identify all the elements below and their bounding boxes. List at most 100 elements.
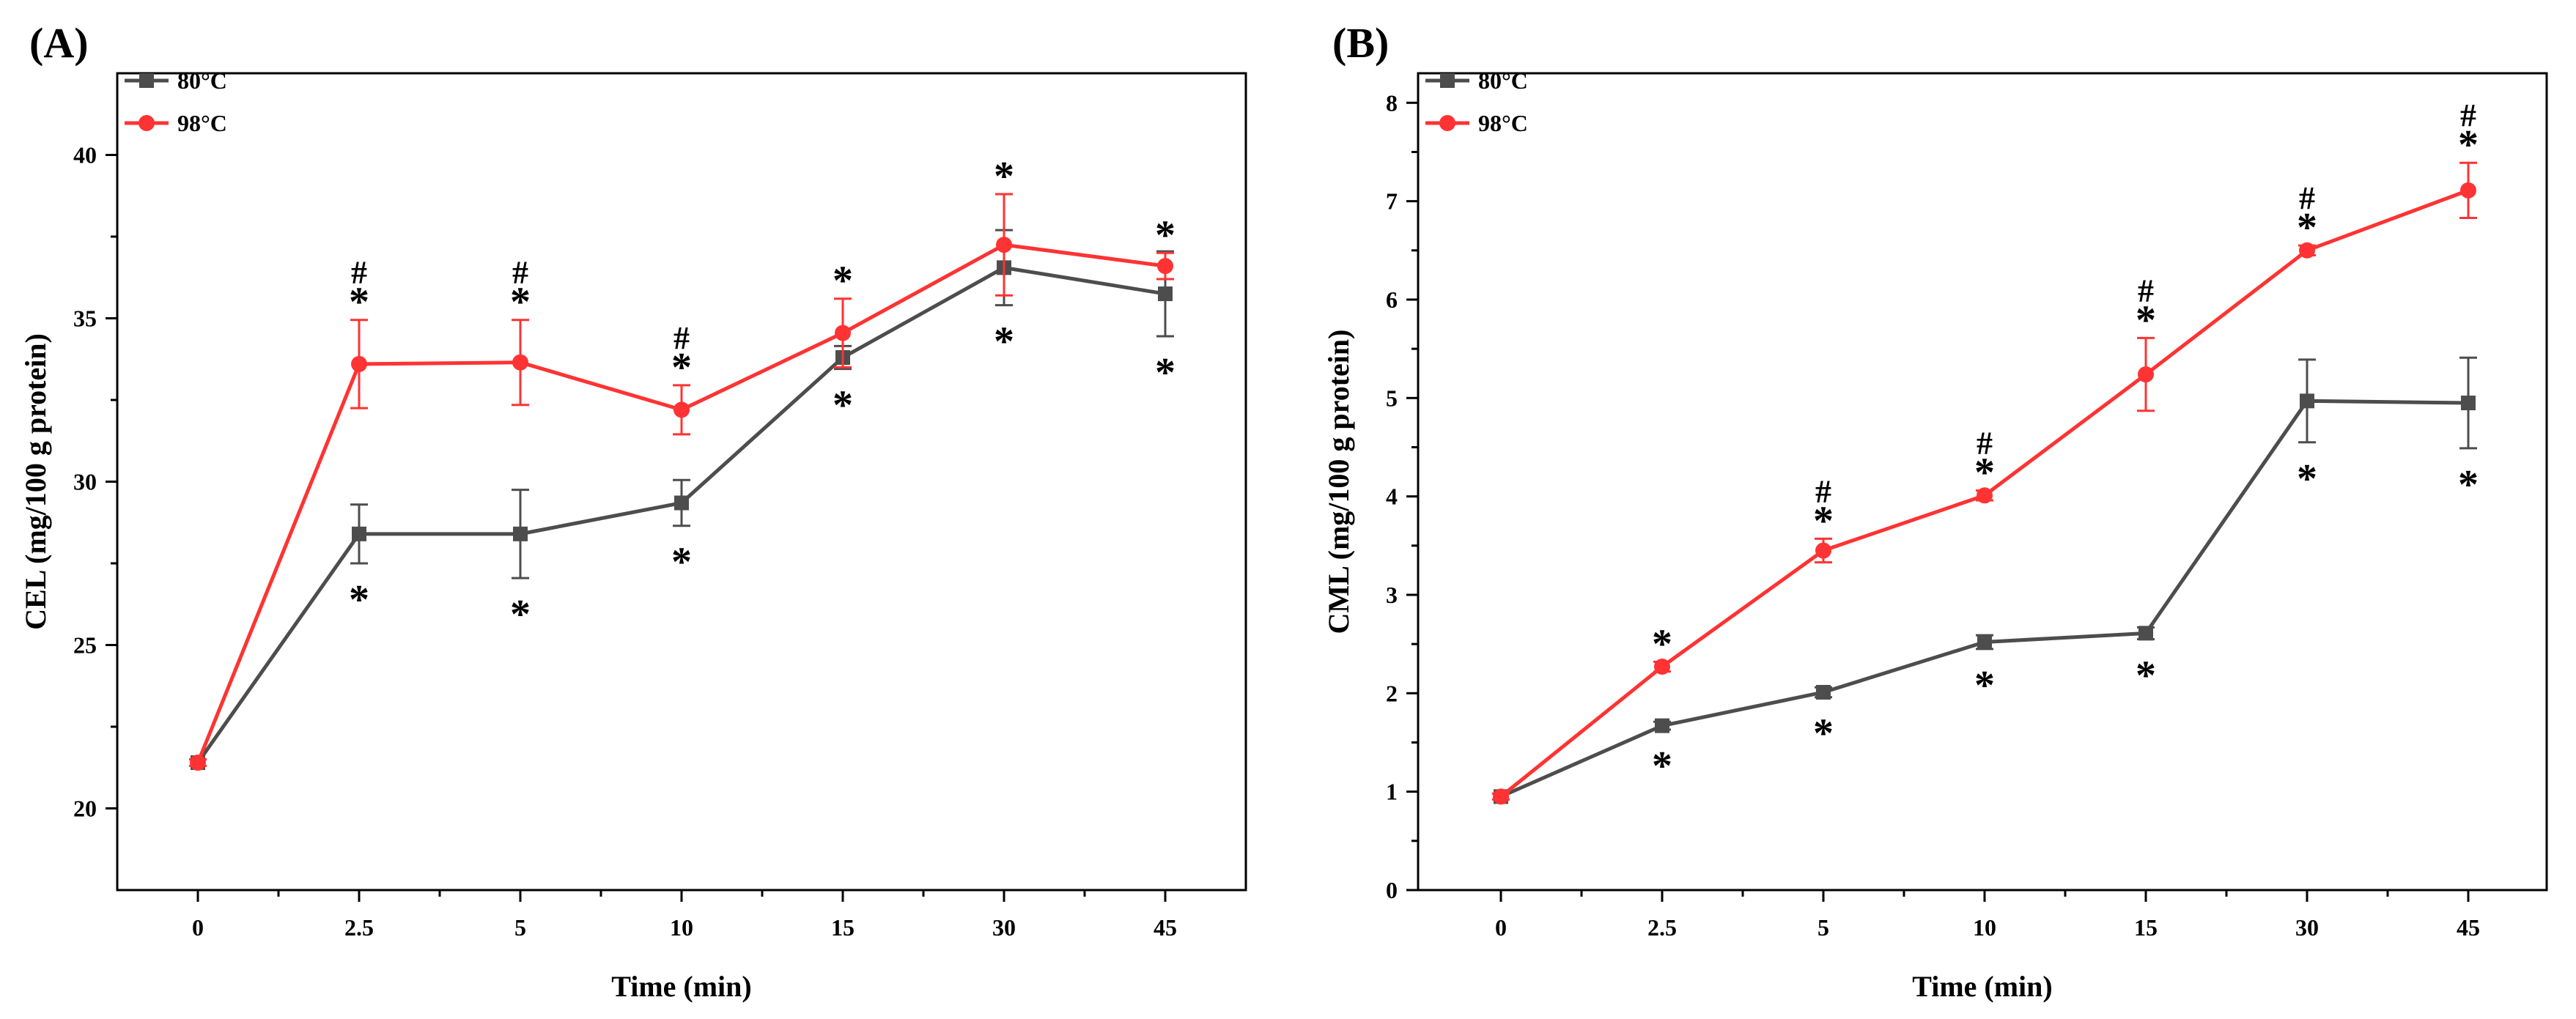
y-tick-label: 8: [1386, 89, 1398, 116]
x-tick-label: 5: [514, 914, 526, 941]
legend-label: 80°C: [1478, 67, 1528, 94]
data-point-circle: [190, 755, 206, 771]
data-point-circle: [2299, 242, 2315, 259]
data-point-circle: [673, 401, 690, 418]
y-tick-label: 30: [73, 469, 97, 495]
data-point-circle: [1493, 788, 1509, 805]
y-tick-label: 3: [1386, 582, 1398, 608]
data-point-square: [2300, 393, 2314, 409]
legend-label: 80°C: [177, 67, 227, 94]
legend-label: 98°C: [1478, 110, 1528, 136]
significance-mark: *: [2458, 122, 2479, 168]
data-point-circle: [835, 325, 851, 341]
data-point-circle: [1815, 542, 1831, 559]
significance-mark: *: [994, 154, 1014, 199]
chart-panel-a: (A) 20 25 30 35 40 0 2.5 5 10 15 30 45 Time (min) CEL …: [19, 19, 1247, 1003]
y-tick-label: 5: [1386, 385, 1398, 411]
significance-mark: *: [994, 319, 1014, 365]
y-axis-title: CEL (mg/100 g protein): [19, 333, 52, 630]
x-tick-label: 10: [1973, 914, 1996, 941]
data-point-square: [2461, 396, 2476, 411]
data-point-square: [1655, 718, 1669, 733]
data-point-circle: [2460, 182, 2476, 199]
data-point-circle: [512, 354, 528, 371]
data-point-circle: [1157, 258, 1173, 275]
data-point-square: [1816, 684, 1831, 700]
legend-label: 98°C: [177, 110, 227, 136]
significance-mark: #: [512, 255, 528, 291]
y-tick-label: 1: [1386, 779, 1398, 805]
significance-mark: #: [2460, 97, 2476, 133]
significance-mark: *: [349, 280, 369, 325]
significance-mark: #: [2299, 180, 2315, 216]
y-tick-label: 2: [1386, 680, 1398, 706]
significance-mark: #: [351, 255, 367, 291]
significance-mark: *: [2136, 653, 2156, 698]
x-tick-label: 0: [192, 914, 204, 941]
plot-frame: [1417, 72, 2548, 892]
legend-marker-circle: [139, 115, 155, 131]
significance-mark: *: [1652, 621, 1672, 667]
data-point-square: [674, 495, 689, 511]
x-tick-label: 2.5: [1647, 914, 1677, 941]
significance-mark: *: [2136, 297, 2156, 343]
significance-mark: *: [1974, 451, 1995, 496]
significance-mark: *: [510, 280, 531, 325]
significance-mark: #: [1815, 473, 1831, 509]
y-tick-label: 20: [73, 796, 97, 822]
data-point-square: [513, 526, 528, 541]
data-point-circle: [351, 355, 367, 372]
x-tick-label: 15: [831, 914, 855, 941]
y-tick-label: 40: [73, 142, 97, 168]
x-tick-label: 0: [1495, 914, 1507, 941]
x-tick-label: 45: [1154, 914, 1177, 941]
significance-mark: *: [1813, 711, 1834, 757]
data-point-circle: [1654, 659, 1670, 675]
y-tick-label: 35: [73, 305, 97, 332]
legend-marker-square: [1440, 73, 1455, 88]
panel-label: (A): [29, 19, 89, 67]
legend-marker-square: [139, 73, 154, 88]
significance-mark: *: [2297, 205, 2317, 251]
x-tick-label: 30: [992, 914, 1016, 941]
y-tick-label: 25: [73, 632, 97, 659]
data-point-circle: [996, 237, 1012, 253]
legend-marker-circle: [1439, 115, 1455, 131]
x-axis-title: Time (min): [611, 970, 751, 1003]
panel-label: (B): [1332, 19, 1389, 67]
y-axis-title: CML (mg/100 g protein): [1322, 330, 1355, 634]
data-point-square: [1977, 634, 1992, 650]
significance-mark: *: [1652, 744, 1672, 789]
x-tick-label: 2.5: [344, 914, 374, 941]
significance-mark: #: [673, 320, 690, 356]
x-tick-label: 10: [670, 914, 693, 941]
y-tick-label: 7: [1386, 188, 1398, 215]
significance-mark: *: [833, 259, 853, 304]
y-tick-label: 4: [1386, 483, 1398, 510]
data-point-square: [352, 526, 366, 541]
data-point-square: [1158, 286, 1173, 302]
significance-mark: *: [671, 540, 692, 585]
x-tick-label: 30: [2295, 914, 2319, 941]
significance-mark: #: [2138, 273, 2154, 308]
x-tick-label: 15: [2134, 914, 2158, 941]
data-point-circle: [2138, 366, 2154, 383]
significance-mark: *: [510, 592, 531, 637]
data-point-circle: [1977, 487, 1993, 504]
significance-mark: *: [1813, 498, 1834, 544]
significance-mark: #: [1977, 426, 1993, 462]
y-tick-label: 0: [1386, 877, 1398, 903]
x-axis-title: Time (min): [1912, 970, 2052, 1003]
significance-mark: *: [1155, 212, 1176, 258]
significance-mark: *: [833, 383, 853, 429]
x-tick-label: 5: [1817, 914, 1829, 941]
x-tick-label: 45: [2457, 914, 2480, 941]
data-point-square: [2138, 626, 2153, 641]
significance-mark: *: [349, 577, 369, 623]
significance-mark: *: [2458, 462, 2479, 508]
significance-mark: *: [1974, 663, 1995, 708]
significance-mark: *: [1155, 350, 1176, 396]
significance-mark: *: [671, 345, 692, 390]
